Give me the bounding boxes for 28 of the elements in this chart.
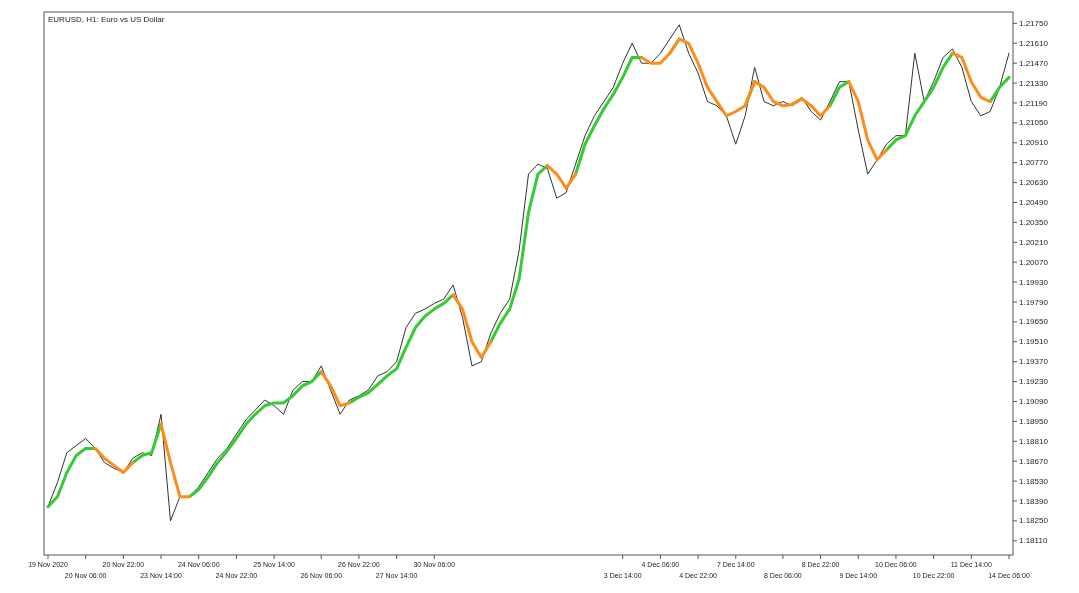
y-tick-label: 1.21050 xyxy=(1019,118,1049,128)
y-tick-label: 1.18810 xyxy=(1019,436,1049,446)
y-tick-label: 1.20350 xyxy=(1019,217,1049,227)
y-tick-label: 1.18670 xyxy=(1019,456,1049,466)
y-tick-label: 1.19650 xyxy=(1019,317,1049,327)
y-tick-label: 1.20770 xyxy=(1019,158,1049,168)
y-tick-label: 1.18250 xyxy=(1019,516,1049,526)
y-tick-label: 1.20070 xyxy=(1019,257,1049,267)
y-tick-label: 1.19230 xyxy=(1019,377,1049,387)
y-tick-label: 1.21330 xyxy=(1019,78,1049,88)
y-tick-label: 1.18390 xyxy=(1019,496,1049,506)
y-tick-label: 1.19790 xyxy=(1019,297,1049,307)
y-tick-label: 1.20210 xyxy=(1019,237,1049,247)
y-tick-label: 1.19090 xyxy=(1019,397,1049,407)
y-tick-label: 1.21610 xyxy=(1019,38,1049,48)
y-tick-label: 1.18950 xyxy=(1019,416,1049,426)
chart-title: EURUSD, H1: Euro vs US Dollar xyxy=(48,15,165,24)
y-tick-label: 1.20630 xyxy=(1019,178,1049,188)
y-tick-label: 1.18110 xyxy=(1019,536,1048,546)
y-tick-label: 1.21750 xyxy=(1019,18,1049,28)
y-tick-label: 1.21190 xyxy=(1019,98,1048,108)
y-tick-label: 1.19370 xyxy=(1019,357,1049,367)
y-tick-label: 1.19510 xyxy=(1019,337,1049,347)
y-tick-label: 1.19930 xyxy=(1019,277,1049,287)
y-tick-label: 1.21470 xyxy=(1019,58,1049,68)
y-tick-label: 1.20490 xyxy=(1019,198,1049,208)
y-tick-label: 1.20910 xyxy=(1019,138,1049,148)
y-tick-label: 1.18530 xyxy=(1019,476,1049,486)
